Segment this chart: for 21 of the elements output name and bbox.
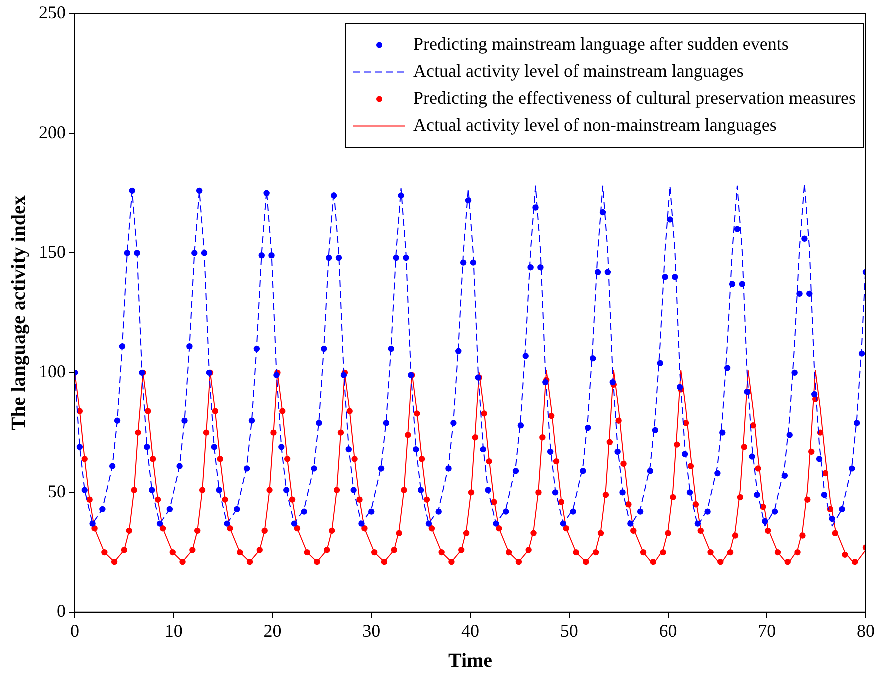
y-tick-label: 0 (57, 601, 66, 622)
y-tick-label: 50 (48, 481, 66, 502)
x-tick-label: 0 (70, 620, 80, 641)
y-tick-label: 250 (39, 2, 66, 23)
x-axis-title: Time (448, 650, 493, 672)
y-tick-label: 100 (39, 362, 66, 382)
legend-label: Predicting mainstream language after sudden events (413, 34, 789, 54)
x-tick-label: 20 (264, 620, 282, 641)
x-tick-label: 70 (758, 620, 776, 641)
x-tick-label: 40 (462, 620, 480, 641)
y-tick-label: 200 (39, 122, 66, 142)
x-tick-label: 30 (362, 620, 381, 641)
x-tick-label: 80 (857, 620, 875, 641)
legend-label: Actual activity level of mainstream languages (413, 61, 744, 82)
x-tick-label: 60 (659, 620, 678, 641)
legend-label: Actual activity level of non-mainstream languages (413, 115, 777, 136)
y-axis-title: The language activity index (8, 196, 30, 431)
y-tick-label: 150 (39, 242, 66, 262)
legend-label: Predicting the effectiveness of cultural preservation measures (413, 88, 856, 108)
x-tick-label: 50 (560, 620, 578, 641)
x-tick-label: 10 (164, 620, 183, 641)
